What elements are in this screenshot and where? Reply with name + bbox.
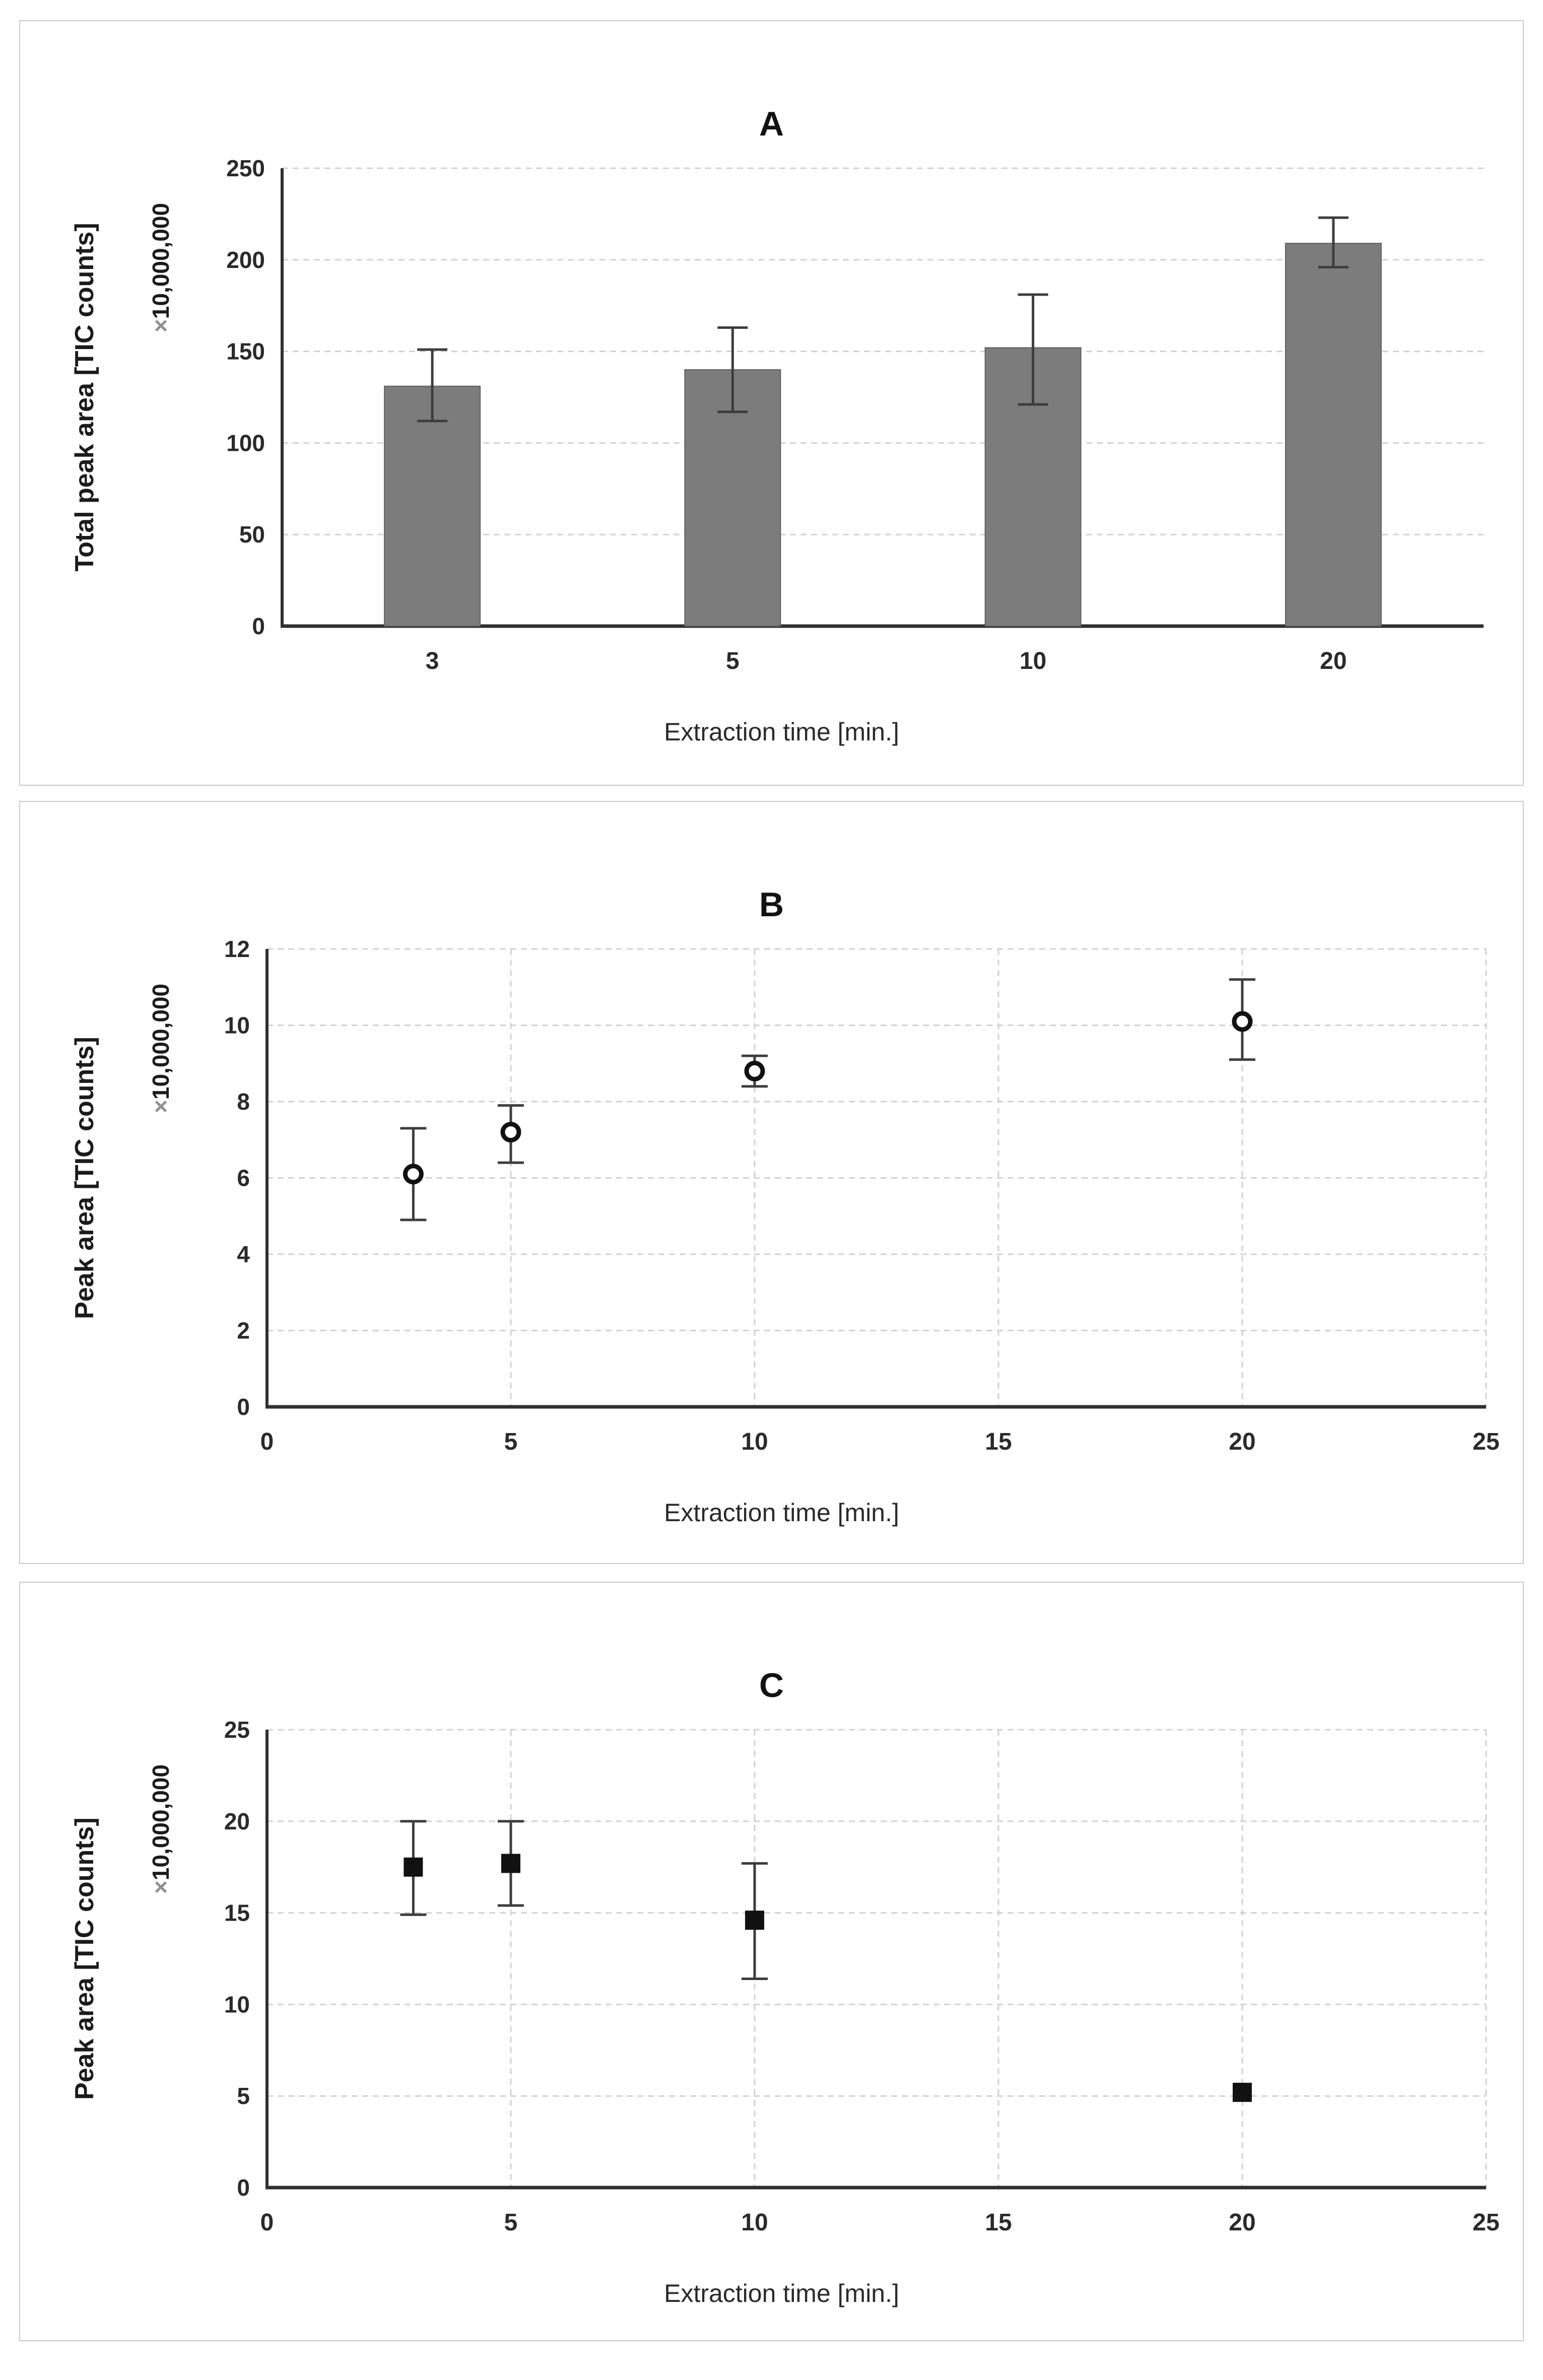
y-axis-title: Total peak area [TIC counts]: [70, 223, 99, 572]
chart-b-scatter-chart: 0 2 4 6 8 10 12 0 5 10 15 20 25 Peak area [TIC counts…: [70, 936, 1500, 1527]
svg-text:20: 20: [1229, 1429, 1255, 1455]
svg-text:Peak area [TIC counts]: Peak area [TIC counts]: [70, 1817, 99, 2100]
svg-text:0: 0: [260, 1429, 274, 1455]
vertical-gridlines: [510, 1730, 1487, 2188]
chart-a-bar-chart: 0 50 100 150 200 250 3 5 10 20 Total peak area [TI…: [70, 155, 1484, 746]
x-tick-labels: 0 5 10 15 20 25: [260, 1429, 1500, 1455]
y-axis-title: Peak area [TIC counts]: [70, 1037, 99, 1319]
svg-text:4: 4: [237, 1241, 250, 1267]
svg-text:10: 10: [224, 1012, 250, 1039]
svg-text:×10,000,000: ×10,000,000: [148, 984, 174, 1113]
svg-text:25: 25: [1472, 1429, 1499, 1455]
svg-text:0: 0: [260, 2209, 274, 2236]
y-axis-title: Peak area [TIC counts]: [70, 1817, 99, 2100]
svg-text:Extraction time [min.]: Extraction time [min.]: [664, 1499, 899, 1527]
svg-text:0: 0: [252, 613, 265, 639]
axes: [281, 168, 1484, 628]
x-axis-title: Extraction time [min.]: [664, 2279, 899, 2307]
data-points: [402, 1011, 1253, 1185]
svg-text:10: 10: [1020, 648, 1046, 674]
y-axis-multiplier: ×10,000,000: [148, 1764, 174, 1894]
x-tick-labels: 3 5 10 20: [426, 648, 1347, 674]
svg-text:5: 5: [726, 648, 740, 674]
svg-text:12: 12: [224, 936, 250, 962]
svg-text:20: 20: [224, 1808, 250, 1834]
panel-a: A 0 50 100 150 200 250 3 5 10 20 Total peak area […: [19, 20, 1524, 786]
data-points: [404, 1854, 1252, 2102]
panel-c: C 0 5 10 15 20 25 0 5 10 15 20 25 Peak area [TIC cou…: [19, 1582, 1524, 2341]
point-3-min: [402, 1164, 424, 1185]
panel-c-title: C: [759, 1666, 784, 1705]
error-bars: [400, 978, 1255, 1221]
x-axis-title: Extraction time [min.]: [664, 1499, 899, 1527]
svg-text:150: 150: [226, 338, 265, 365]
y-tick-labels: 0 50 100 150 200 250: [226, 155, 265, 639]
x-axis-title: Extraction time [min.]: [664, 718, 899, 746]
svg-text:100: 100: [226, 430, 265, 456]
y-axis-multiplier: ×10,000,000: [148, 984, 174, 1113]
horizontal-gridlines: [267, 1729, 1486, 2097]
panel-b-title: B: [759, 886, 784, 924]
point-3-min: [404, 1857, 423, 1877]
svg-text:×10,000,000: ×10,000,000: [148, 1764, 174, 1894]
svg-text:5: 5: [504, 1429, 518, 1455]
svg-text:0: 0: [237, 2174, 250, 2201]
svg-text:200: 200: [226, 247, 265, 273]
panel-b: B 0 2 4 6 8 10 12 0 5 10 15 20 25 Peak area [TIC coun…: [19, 801, 1524, 1564]
svg-text:×10,000,000: ×10,000,000: [148, 203, 174, 332]
axes: [265, 949, 1486, 1409]
svg-text:10: 10: [741, 2209, 768, 2236]
y-axis-multiplier: ×10,000,000: [148, 203, 174, 332]
svg-text:25: 25: [224, 1717, 250, 1743]
svg-text:10: 10: [741, 1429, 768, 1455]
svg-text:50: 50: [239, 521, 265, 548]
axes: [265, 1730, 1486, 2190]
svg-text:5: 5: [504, 2209, 518, 2236]
point-5-min: [501, 1854, 520, 1873]
svg-text:8: 8: [237, 1089, 250, 1115]
svg-text:6: 6: [237, 1165, 250, 1191]
svg-text:20: 20: [1320, 648, 1347, 674]
svg-text:250: 250: [226, 155, 265, 181]
svg-text:5: 5: [237, 2083, 250, 2109]
svg-text:15: 15: [985, 1429, 1012, 1455]
error-bars: [417, 216, 1349, 423]
point-10-min: [744, 1060, 765, 1081]
svg-text:20: 20: [1229, 2209, 1255, 2236]
svg-text:2: 2: [237, 1318, 250, 1344]
point-10-min: [745, 1911, 764, 1930]
svg-text:10: 10: [224, 1991, 250, 2017]
svg-text:Extraction time [min.]: Extraction time [min.]: [664, 718, 899, 746]
svg-text:Peak area [TIC counts]: Peak area [TIC counts]: [70, 1037, 99, 1319]
svg-text:25: 25: [1472, 2209, 1499, 2236]
bar-3-min: [384, 385, 481, 627]
point-20-min: [1233, 2082, 1252, 2102]
x-tick-labels: 0 5 10 15 20 25: [260, 2209, 1500, 2236]
svg-text:Extraction time [min.]: Extraction time [min.]: [664, 2279, 899, 2307]
horizontal-gridlines: [267, 948, 1486, 1331]
chart-c-scatter-chart: 0 5 10 15 20 25 0 5 10 15 20 25 Peak area [TIC count…: [70, 1717, 1500, 2307]
svg-text:3: 3: [426, 648, 439, 674]
svg-text:15: 15: [985, 2209, 1012, 2236]
svg-text:Total peak area [TIC counts]: Total peak area [TIC counts]: [70, 223, 99, 572]
bar-20-min: [1285, 243, 1382, 627]
y-tick-labels: 0 2 4 6 8 10 12: [224, 936, 250, 1420]
panel-a-title: A: [759, 105, 784, 143]
y-tick-labels: 0 5 10 15 20 25: [224, 1717, 250, 2201]
point-5-min: [500, 1122, 521, 1143]
error-bars: [400, 1820, 768, 1980]
point-20-min: [1232, 1011, 1253, 1032]
svg-text:0: 0: [237, 1394, 250, 1420]
svg-text:15: 15: [224, 1900, 250, 1926]
bars: [384, 243, 1382, 627]
